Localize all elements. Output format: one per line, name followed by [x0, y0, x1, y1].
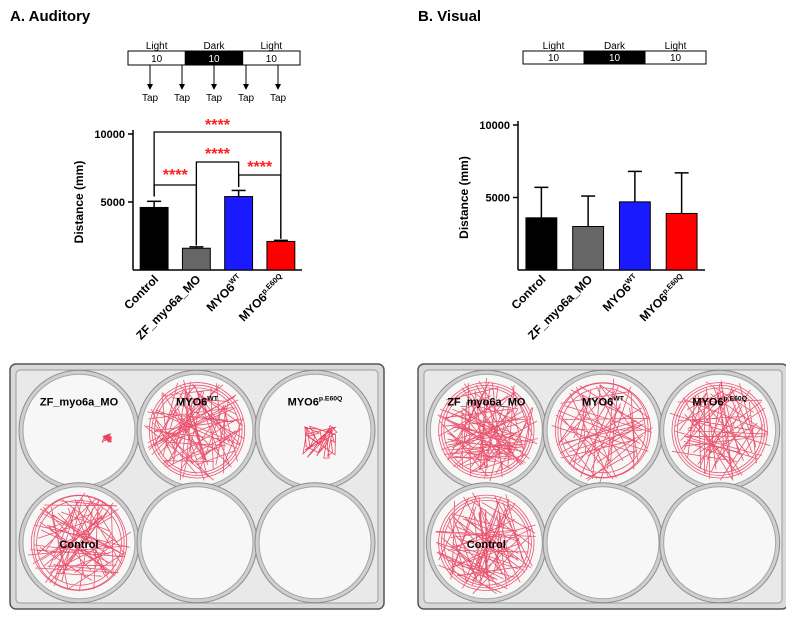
- protocol-minutes: 10: [609, 53, 621, 64]
- y-tick-label: 5000: [101, 197, 125, 209]
- well-label: ZF_myo6a_MO: [447, 396, 526, 408]
- locomotion-tracks: [27, 492, 132, 592]
- protocol-phase-label: Light: [543, 41, 565, 52]
- tap-label: Tap: [142, 93, 159, 104]
- significance-bracket: [153, 131, 282, 239]
- tap-label: Tap: [206, 93, 223, 104]
- well-label: ZF_myo6a_MO: [40, 396, 119, 408]
- tap-arrow-head: [275, 84, 281, 90]
- x-category-label: Control: [508, 272, 548, 312]
- x-category-label: MYO6p.E60Q: [636, 271, 689, 324]
- well-plate-auditory: ZF_myo6a_MO MYO6WT MYO6p.E60Q Control: [9, 363, 385, 610]
- locomotion-tracks: [302, 424, 338, 459]
- tap-label: Tap: [174, 93, 191, 104]
- protocol-segment: [644, 50, 707, 65]
- protocol-phase-label: Light: [146, 41, 168, 52]
- x-category-label: MYO6WT: [599, 271, 642, 314]
- protocol-phase-label: Light: [665, 41, 687, 52]
- protocol-segment: [242, 50, 301, 66]
- protocol-phase-label: Dark: [203, 41, 225, 52]
- locomotion-tracks: [669, 380, 771, 481]
- well: [140, 486, 254, 600]
- well-label: MYO6WT: [582, 395, 625, 408]
- significance-stars: ****: [205, 117, 231, 134]
- y-axis-label: Distance (mm): [457, 156, 471, 239]
- bar: [224, 196, 254, 271]
- x-category-label: MYO6WT: [203, 271, 246, 314]
- bar: [139, 206, 169, 271]
- bar: [266, 240, 296, 271]
- x-category-label: Control: [121, 272, 161, 312]
- well-label: Control: [467, 539, 506, 551]
- y-tick-label: 10000: [94, 129, 125, 141]
- tap-arrow-head: [211, 84, 217, 90]
- protocol-minutes: 10: [670, 53, 682, 64]
- x-category-label: MYO6p.E60Q: [235, 271, 288, 324]
- protocol-timeline-auditory: Light 10 Dark 10 Light 10 Tap Tap Tap Tap Tap: [127, 41, 301, 104]
- protocol-minutes: 10: [266, 54, 278, 65]
- tap-arrow-head: [243, 84, 249, 90]
- y-tick-label: 5000: [486, 193, 510, 205]
- protocol-minutes: 10: [151, 54, 163, 65]
- significance-stars: ****: [163, 167, 189, 184]
- well: [546, 486, 660, 600]
- locomotion-tracks: [435, 492, 536, 595]
- well-label: Control: [59, 539, 98, 551]
- protocol-minutes: 10: [208, 54, 220, 65]
- bar: [572, 226, 605, 271]
- tap-arrow-head: [179, 84, 185, 90]
- locomotion-tracks: [144, 380, 246, 481]
- bar: [618, 201, 651, 271]
- y-tick-label: 10000: [479, 120, 510, 132]
- well: [22, 373, 136, 487]
- protocol-phase-label: Dark: [604, 41, 626, 52]
- tap-arrow-head: [147, 84, 153, 90]
- panel-a-title: A. Auditory: [10, 8, 91, 25]
- significance-stars: ****: [205, 146, 231, 163]
- protocol-minutes: 10: [548, 53, 560, 64]
- well: [663, 486, 777, 600]
- protocol-phase-label: Light: [260, 41, 282, 52]
- panel-b-title: B. Visual: [418, 8, 482, 25]
- locomotion-tracks: [101, 433, 113, 443]
- bar: [665, 212, 698, 271]
- well-label: MYO6p.E60Q: [692, 395, 747, 408]
- well: [258, 486, 372, 600]
- well-label: MYO6WT: [176, 395, 219, 408]
- y-axis-label: Distance (mm): [72, 161, 86, 244]
- well-plate-visual: ZF_myo6a_MO MYO6WT MYO6p.E60Q Control: [417, 363, 786, 610]
- locomotion-tracks: [437, 377, 538, 482]
- locomotion-tracks: [551, 378, 653, 483]
- significance-stars: ****: [247, 159, 273, 176]
- tap-label: Tap: [270, 93, 287, 104]
- bar: [525, 217, 558, 271]
- well-label: MYO6p.E60Q: [288, 395, 343, 408]
- well: [258, 373, 372, 487]
- tap-label: Tap: [238, 93, 255, 104]
- bar: [181, 247, 211, 271]
